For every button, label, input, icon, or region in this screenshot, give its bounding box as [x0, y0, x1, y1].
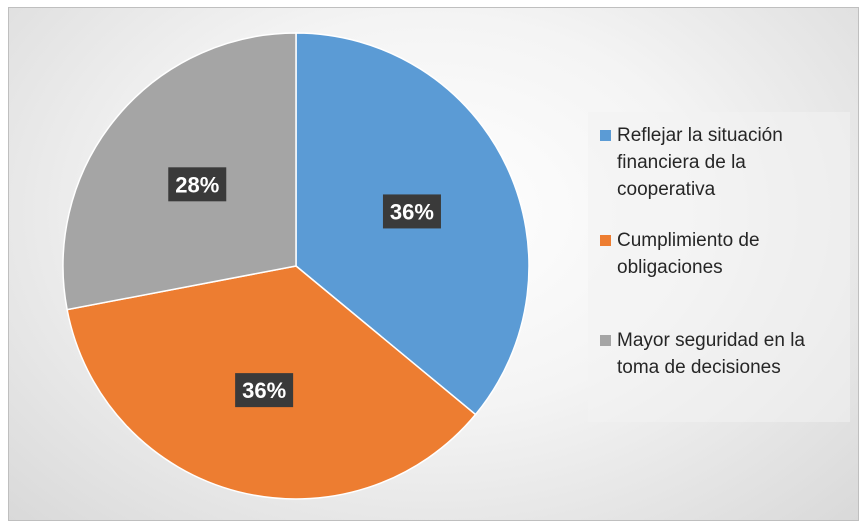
legend-item-decision-security[interactable]: Mayor seguridad en la toma de decisiones: [600, 327, 838, 381]
pie-data-labels: 36% 36% 28%: [168, 167, 441, 408]
legend-swatch-gray: [600, 335, 611, 346]
data-label: 36%: [242, 378, 286, 403]
legend: Reflejar la situación financiera de la c…: [588, 112, 850, 422]
data-label: 36%: [390, 199, 434, 224]
legend-label: Reflejar la situación financiera de la c…: [617, 125, 783, 200]
legend-label: Mayor seguridad en la toma de decisiones: [617, 330, 805, 378]
legend-item-financial-situation[interactable]: Reflejar la situación financiera de la c…: [600, 122, 838, 203]
legend-item-obligations[interactable]: Cumplimiento de obligaciones: [600, 227, 838, 281]
legend-swatch-blue: [600, 130, 611, 141]
data-label-box: [382, 194, 441, 229]
pie-slices: [62, 32, 530, 500]
legend-swatch-orange: [600, 235, 611, 246]
data-label-box: [235, 373, 294, 408]
data-label: 28%: [175, 172, 219, 197]
legend-label: Cumplimiento de obligaciones: [617, 230, 760, 278]
data-label-box: [168, 167, 227, 202]
